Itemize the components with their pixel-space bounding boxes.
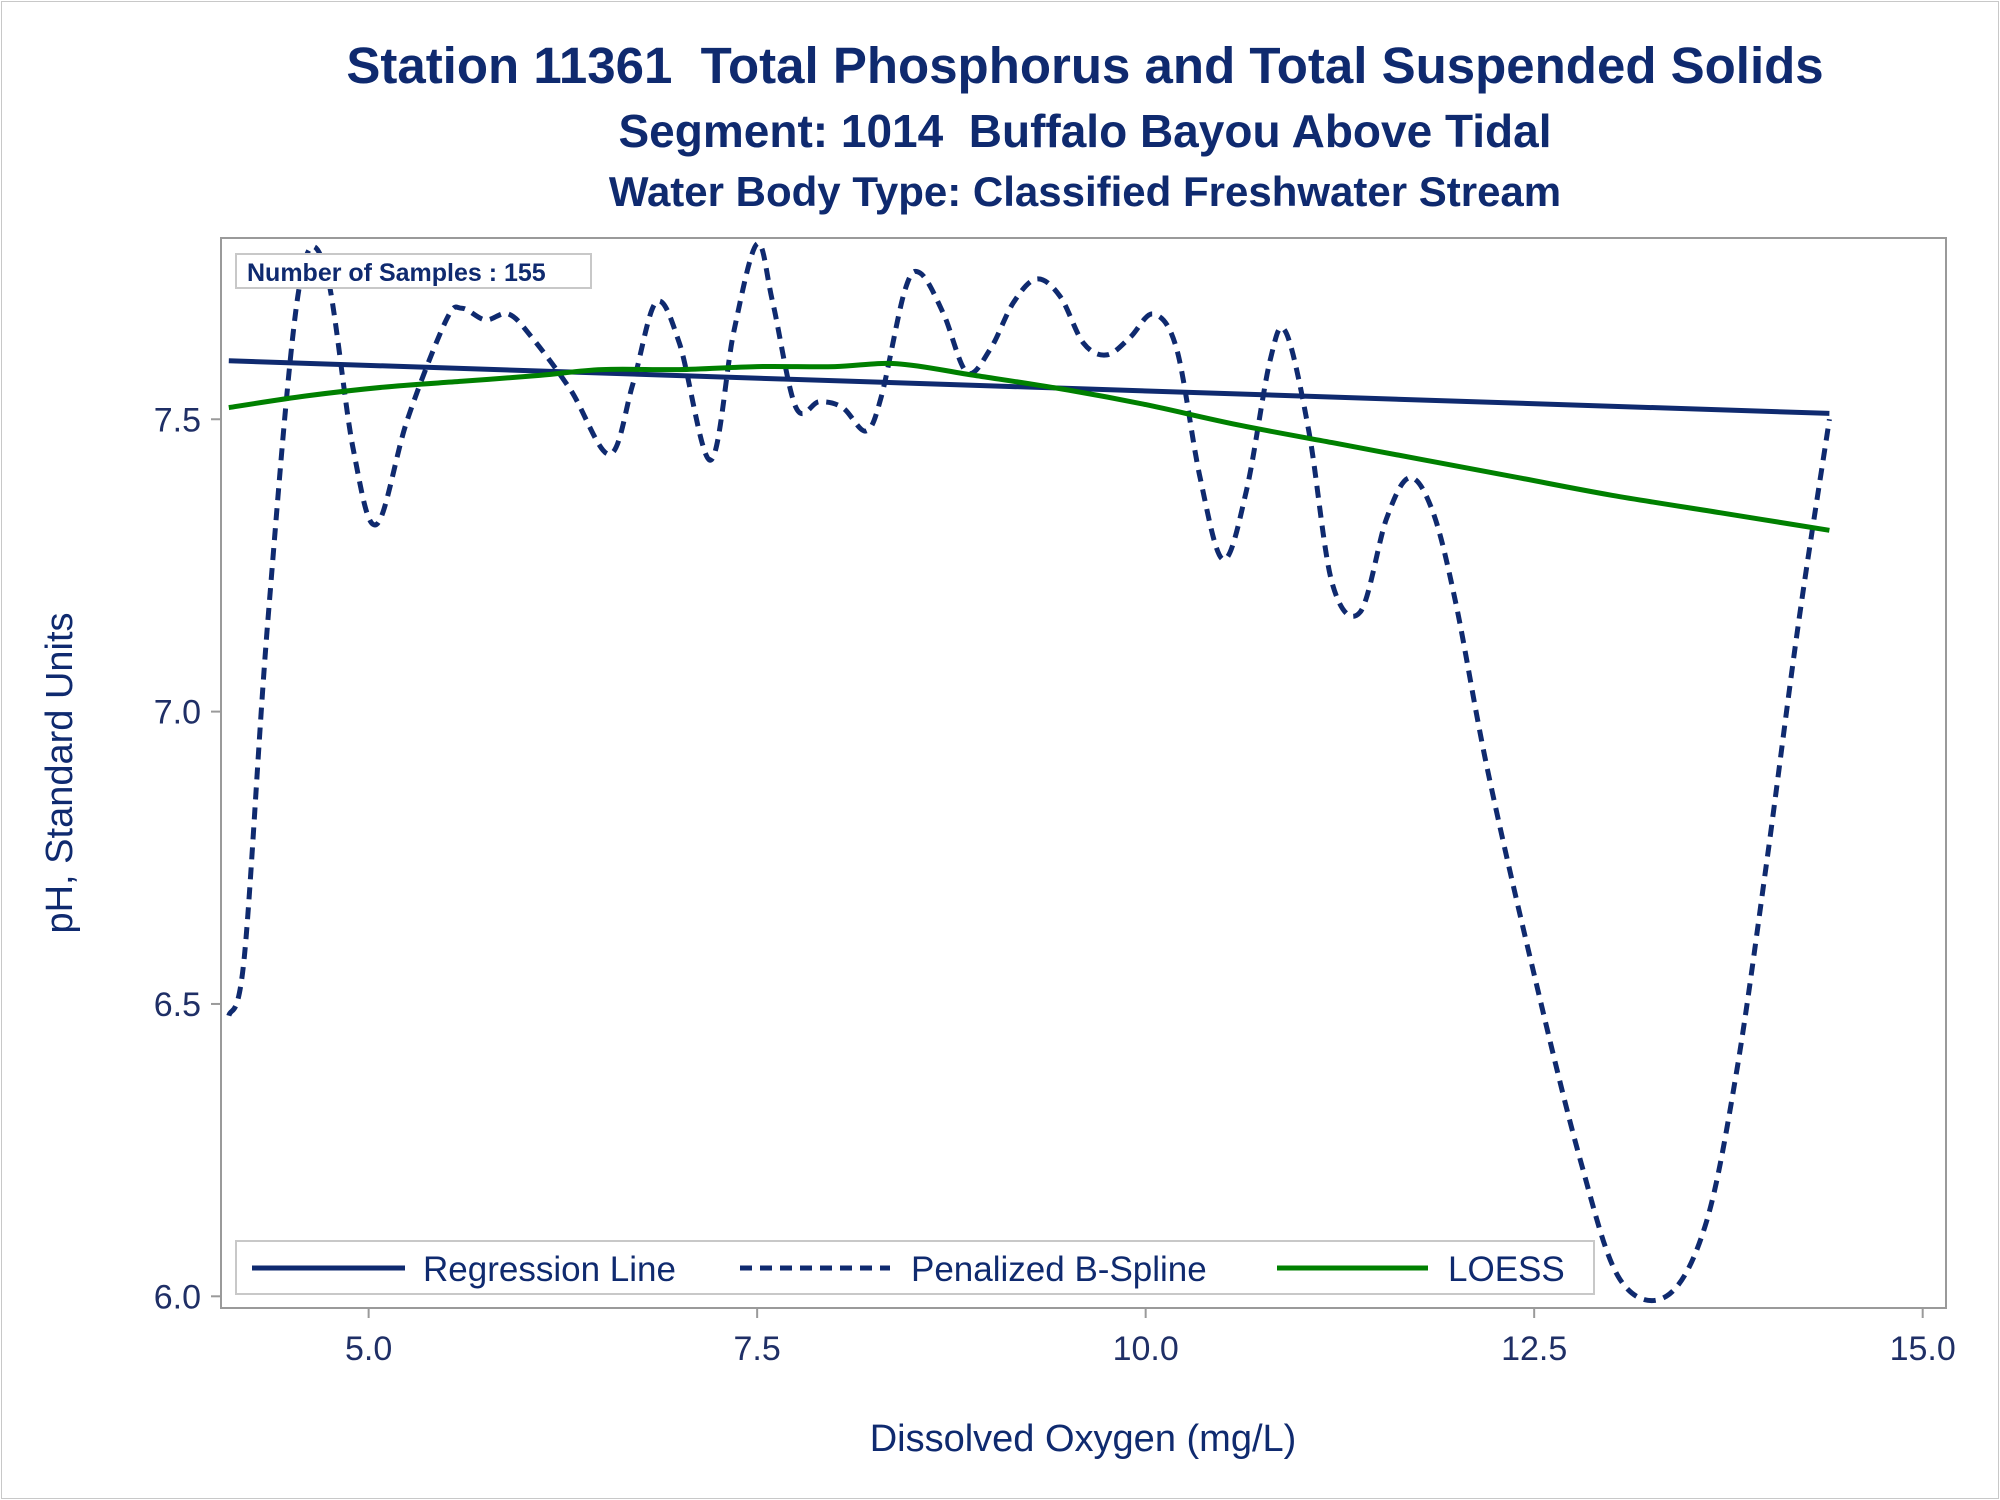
sample-count-text: Number of Samples : 155 [247,259,546,287]
series-layer [226,241,1832,1304]
y-axis: 6.0 6.5 7.0 7.5 [154,401,221,1316]
sample-count-box: Number of Samples : 155 [235,253,592,289]
x-tick-label-0: 5.0 [345,1330,392,1368]
x-axis-label: Dissolved Oxygen (mg/L) [870,1418,1297,1460]
x-tick-label-2: 10.0 [1113,1330,1179,1368]
x-tick-label-1: 7.5 [734,1330,781,1368]
chart-subtitle: Segment: 1014 Buffalo Bayou Above Tidal [618,105,1552,157]
legend-label-regression: Regression Line [423,1250,676,1289]
y-tick-label-1: 6.5 [154,986,201,1024]
series-regression-line [228,358,1830,416]
plot-area [220,237,1947,1309]
y-axis-label: pH, Standard Units [39,612,81,933]
y-tick-label-2: 7.0 [154,694,201,732]
y-tick-label-0: 6.0 [154,1278,201,1316]
x-tick-label-3: 12.5 [1501,1330,1567,1368]
y-tick-label-3: 7.5 [154,401,201,439]
chart-subtitle-2: Water Body Type: Classified Freshwater S… [608,168,1562,215]
x-axis: 5.0 7.5 10.0 12.5 15.0 [345,1308,1956,1368]
legend: Regression Line Penalized B-Spline LOESS [235,1240,1595,1295]
chart-title: Station 11361 Total Phosphorus and Total… [346,37,1824,94]
legend-label-loess: LOESS [1448,1250,1565,1289]
legend-label-spline: Penalized B-Spline [911,1250,1207,1289]
series-penalized-b-spline [226,241,1832,1304]
series-loess [228,360,1830,533]
x-tick-label-4: 15.0 [1890,1330,1956,1368]
